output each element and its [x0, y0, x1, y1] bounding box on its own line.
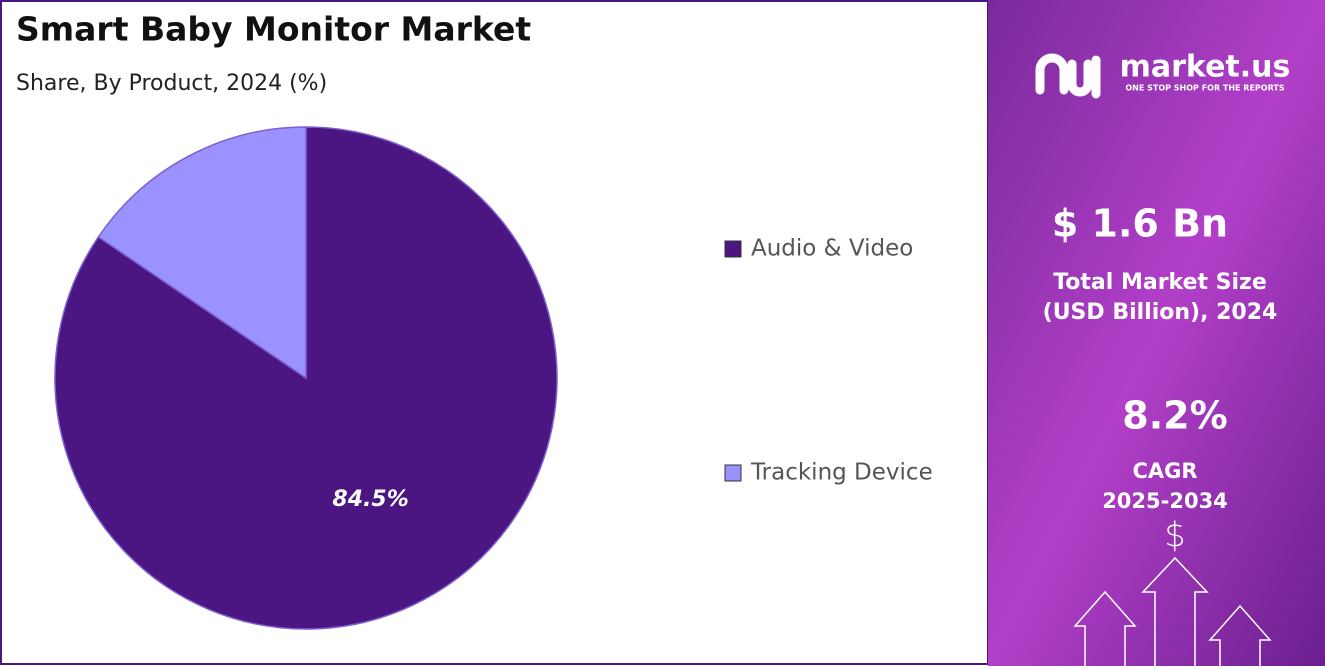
chart-title: Smart Baby Monitor Market: [16, 10, 531, 49]
arrows-icon: [1073, 556, 1272, 666]
legend: Audio & Video Tracking Device: [724, 236, 933, 486]
logo-icon: [1035, 53, 1101, 99]
market-size: $ 1.6 Bn: [1052, 202, 1228, 246]
sidebar: market.us ONE STOP SHOP FOR THE REPORTS …: [1035, 50, 1291, 666]
side-panel: [988, 0, 1325, 666]
market-size-label: Total Market Size: [1053, 270, 1267, 295]
data-label: 84.5%: [332, 487, 408, 512]
cagr: 8.2%: [1122, 394, 1227, 438]
legend-swatch: [724, 240, 742, 258]
market-size-label: (USD Billion), 2024: [1043, 300, 1278, 325]
cagr-label: 2025-2034: [1102, 489, 1228, 513]
chart-subtitle: Share, By Product, 2024 (%): [16, 71, 327, 96]
pie-slice: [97, 126, 307, 380]
brand: market.us: [1120, 50, 1291, 85]
legend-swatch: [724, 464, 742, 482]
pie: 84.5%: [54, 126, 558, 630]
legend-label: Tracking Device: [750, 460, 933, 486]
cagr-label: CAGR: [1132, 459, 1197, 483]
tagline: ONE STOP SHOP FOR THE REPORTS: [1125, 84, 1284, 93]
currency-icon: $: [1164, 516, 1186, 556]
legend-label: Audio & Video: [751, 236, 913, 262]
